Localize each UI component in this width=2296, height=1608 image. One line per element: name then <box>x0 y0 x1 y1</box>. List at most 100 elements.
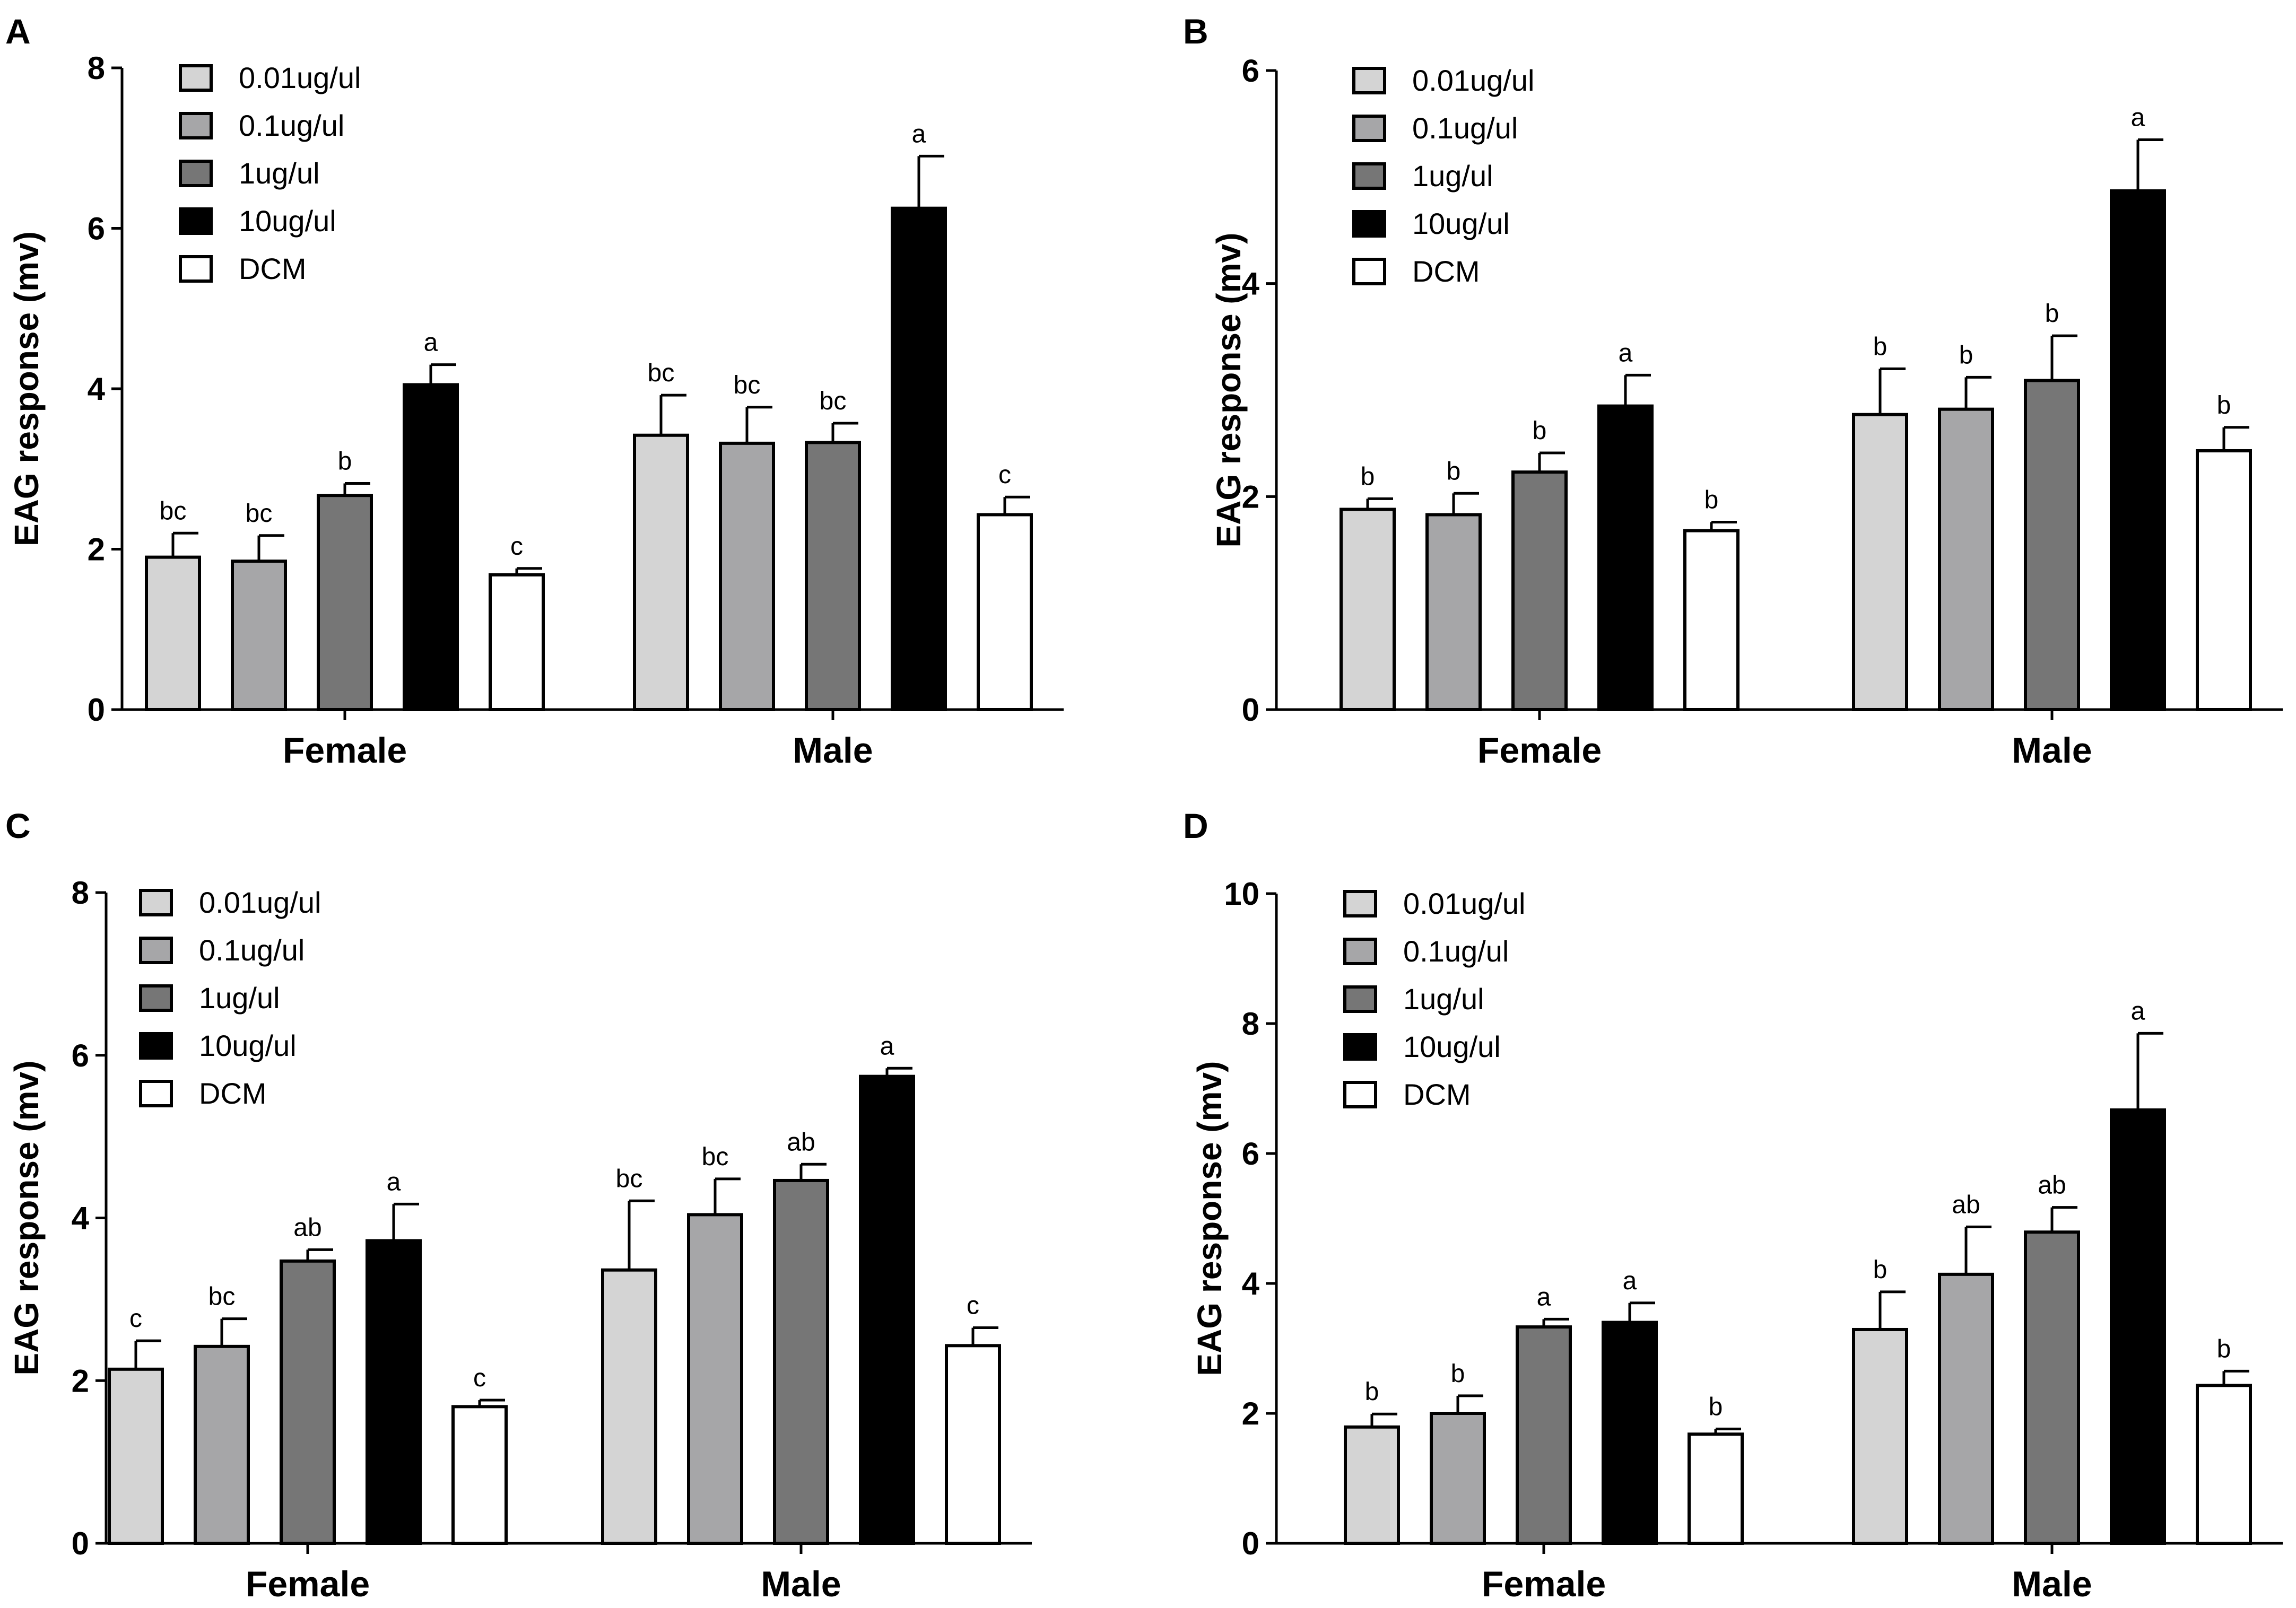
bar <box>1938 1272 1994 1545</box>
bar <box>1602 1321 1658 1545</box>
legend-label: 0.01ug/ul <box>1412 64 1534 97</box>
x-category-label: Female <box>283 730 407 771</box>
legend-swatch <box>179 160 213 187</box>
bar <box>2110 189 2166 712</box>
y-tick-label: 6 <box>1242 1136 1259 1172</box>
panel-letter: B <box>1183 12 1208 51</box>
y-tick-label: 8 <box>72 875 89 911</box>
significance-label: b <box>1447 457 1461 485</box>
legend-swatch <box>179 207 213 235</box>
legend-label: DCM <box>199 1077 267 1110</box>
significance-label: a <box>1537 1283 1551 1311</box>
panel-letter: C <box>5 806 31 845</box>
y-tick-label: 4 <box>88 371 106 407</box>
significance-label: a <box>880 1032 894 1060</box>
y-tick-label: 0 <box>88 692 105 728</box>
significance-label: c <box>510 532 523 561</box>
significance-label: bc <box>246 500 273 528</box>
legend-label: 10ug/ul <box>1412 207 1510 240</box>
bar <box>977 513 1033 712</box>
bar <box>601 1268 657 1545</box>
y-axis-label: EAG response (mv) <box>1210 233 1248 548</box>
y-tick-label: 0 <box>1242 692 1259 728</box>
bar <box>1683 529 1740 711</box>
significance-label: ab <box>1952 1191 1980 1219</box>
legend-swatch <box>179 255 213 283</box>
chart-panel-b: B EAG response (mv) 0 2 4 6 Female Male b b b b b b a a… <box>1183 12 2283 771</box>
y-tick-label: 8 <box>88 50 105 86</box>
legend-swatch <box>1343 1033 1377 1061</box>
bar <box>231 560 287 711</box>
significance-label: ab <box>293 1213 321 1242</box>
bar <box>1340 508 1396 712</box>
significance-label: a <box>424 329 438 357</box>
legend-label: 10ug/ul <box>199 1029 297 1062</box>
legend-swatch <box>1343 1081 1377 1108</box>
y-tick-label: 4 <box>1242 1266 1260 1301</box>
significance-label: b <box>1365 1378 1379 1406</box>
bar <box>194 1344 250 1545</box>
bar <box>859 1074 915 1545</box>
y-tick-label: 6 <box>1242 53 1259 89</box>
chart-panel-c: C EAG response (mv) 0 2 4 6 8 Female Male c bc bc bc… <box>5 806 1032 1604</box>
x-category-label: Male <box>761 1564 841 1604</box>
y-tick-label: 0 <box>72 1526 89 1561</box>
y-tick-label: 6 <box>88 211 105 247</box>
bar <box>1425 513 1482 711</box>
x-category-label: Male <box>2012 1564 2092 1604</box>
legend-label: 0.01ug/ul <box>1403 887 1525 920</box>
bar <box>145 555 201 711</box>
significance-label: c <box>473 1364 486 1392</box>
bar <box>1516 1325 1572 1545</box>
significance-label: a <box>2131 104 2145 132</box>
significance-label: bc <box>616 1165 643 1193</box>
significance-label: c <box>998 461 1011 489</box>
bar <box>1852 1327 1908 1545</box>
significance-label: b <box>2217 1335 2231 1363</box>
significance-label: b <box>1704 486 1719 514</box>
significance-label: b <box>1451 1360 1465 1388</box>
significance-label: bc <box>208 1283 236 1311</box>
bar <box>773 1178 829 1545</box>
bar <box>108 1367 164 1545</box>
panel-letter: A <box>5 12 31 51</box>
legend-swatch <box>1352 162 1386 190</box>
y-tick-label: 4 <box>1242 266 1260 302</box>
panel-letter: D <box>1183 806 1208 845</box>
bar <box>805 441 861 712</box>
legend-label: 1ug/ul <box>1412 159 1493 193</box>
legend-swatch <box>139 1032 173 1060</box>
bar <box>403 383 459 711</box>
legend-label: 0.1ug/ul <box>199 933 305 967</box>
y-tick-label: 10 <box>1224 876 1259 912</box>
legend-swatch <box>1352 210 1386 238</box>
y-tick-label: 4 <box>72 1201 90 1236</box>
bar <box>2110 1108 2166 1545</box>
significance-label: b <box>338 447 352 475</box>
y-tick-label: 0 <box>1242 1526 1259 1561</box>
legend-label: DCM <box>239 252 307 285</box>
bar <box>1597 404 1654 711</box>
legend-label: 0.1ug/ul <box>1412 111 1518 145</box>
legend-swatch <box>1352 67 1386 94</box>
legend-label: DCM <box>1412 255 1480 288</box>
bar <box>1344 1425 1400 1545</box>
bar <box>1938 407 1994 711</box>
bar <box>687 1213 743 1545</box>
legend-label: 0.01ug/ul <box>199 886 321 919</box>
legend-label: 10ug/ul <box>239 204 336 238</box>
bar <box>1511 470 1568 711</box>
significance-label: b <box>1873 333 1888 361</box>
significance-label: ab <box>787 1128 815 1156</box>
legend-swatch <box>139 1080 173 1107</box>
bar <box>366 1239 422 1545</box>
significance-label: bc <box>820 387 847 415</box>
significance-label: b <box>2217 391 2231 420</box>
significance-label: b <box>1873 1256 1888 1284</box>
bar <box>1852 413 1908 711</box>
significance-label: bc <box>160 497 187 525</box>
significance-label: bc <box>734 371 761 399</box>
legend-swatch <box>1343 985 1377 1013</box>
bar <box>489 573 545 712</box>
